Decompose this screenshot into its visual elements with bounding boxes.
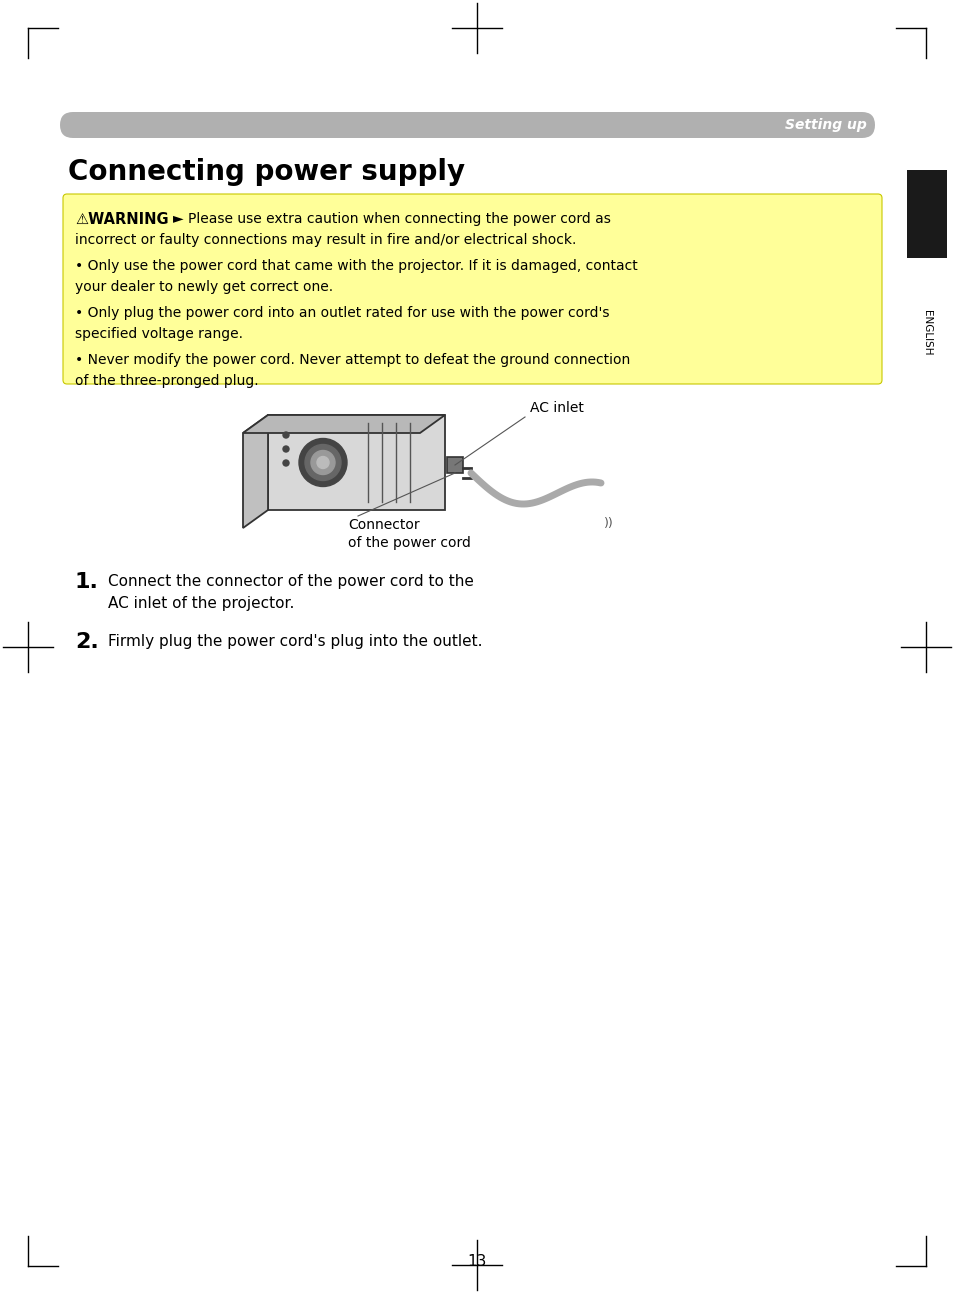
Text: Firmly plug the power cord's plug into the outlet.: Firmly plug the power cord's plug into t… [108,634,482,650]
Text: Connecting power supply: Connecting power supply [68,158,465,186]
Bar [268,415,444,510]
Text: • Only use the power cord that came with the projector. If it is damaged, contac: • Only use the power cord that came with… [75,259,638,273]
Text: 1.: 1. [75,572,99,591]
Text: • Only plug the power cord into an outlet rated for use with the power cord's: • Only plug the power cord into an outle… [75,305,609,320]
Text: ⚠WARNING: ⚠WARNING [75,212,169,226]
Polygon shape [243,415,268,528]
Bar [906,170,946,258]
Polygon shape [243,415,444,433]
Text: • Never modify the power cord. Never attempt to defeat the ground connection: • Never modify the power cord. Never att… [75,353,630,367]
Text: of the power cord: of the power cord [348,536,471,550]
Circle shape [311,450,335,475]
Text: ► Please use extra caution when connecting the power cord as: ► Please use extra caution when connecti… [172,212,610,226]
Text: Connector: Connector [348,518,419,532]
Text: )): )) [603,516,613,529]
Circle shape [283,446,289,452]
Circle shape [283,432,289,437]
Text: 2.: 2. [75,631,99,652]
FancyBboxPatch shape [60,113,874,138]
Text: of the three-pronged plug.: of the three-pronged plug. [75,374,258,388]
Text: AC inlet of the projector.: AC inlet of the projector. [108,597,294,611]
Text: Connect the connector of the power cord to the: Connect the connector of the power cord … [108,575,474,589]
Text: incorrect or faulty connections may result in fire and/or electrical shock.: incorrect or faulty connections may resu… [75,233,576,247]
Text: Setting up: Setting up [784,118,866,132]
Text: ENGLISH: ENGLISH [921,311,931,356]
Circle shape [316,457,329,468]
Text: 13: 13 [467,1254,486,1269]
Text: your dealer to newly get correct one.: your dealer to newly get correct one. [75,280,333,294]
Bar [447,457,462,474]
Circle shape [305,445,340,480]
FancyBboxPatch shape [63,194,882,384]
Text: specified voltage range.: specified voltage range. [75,327,243,342]
Circle shape [283,459,289,466]
Circle shape [298,439,347,487]
Text: AC inlet: AC inlet [530,401,583,415]
